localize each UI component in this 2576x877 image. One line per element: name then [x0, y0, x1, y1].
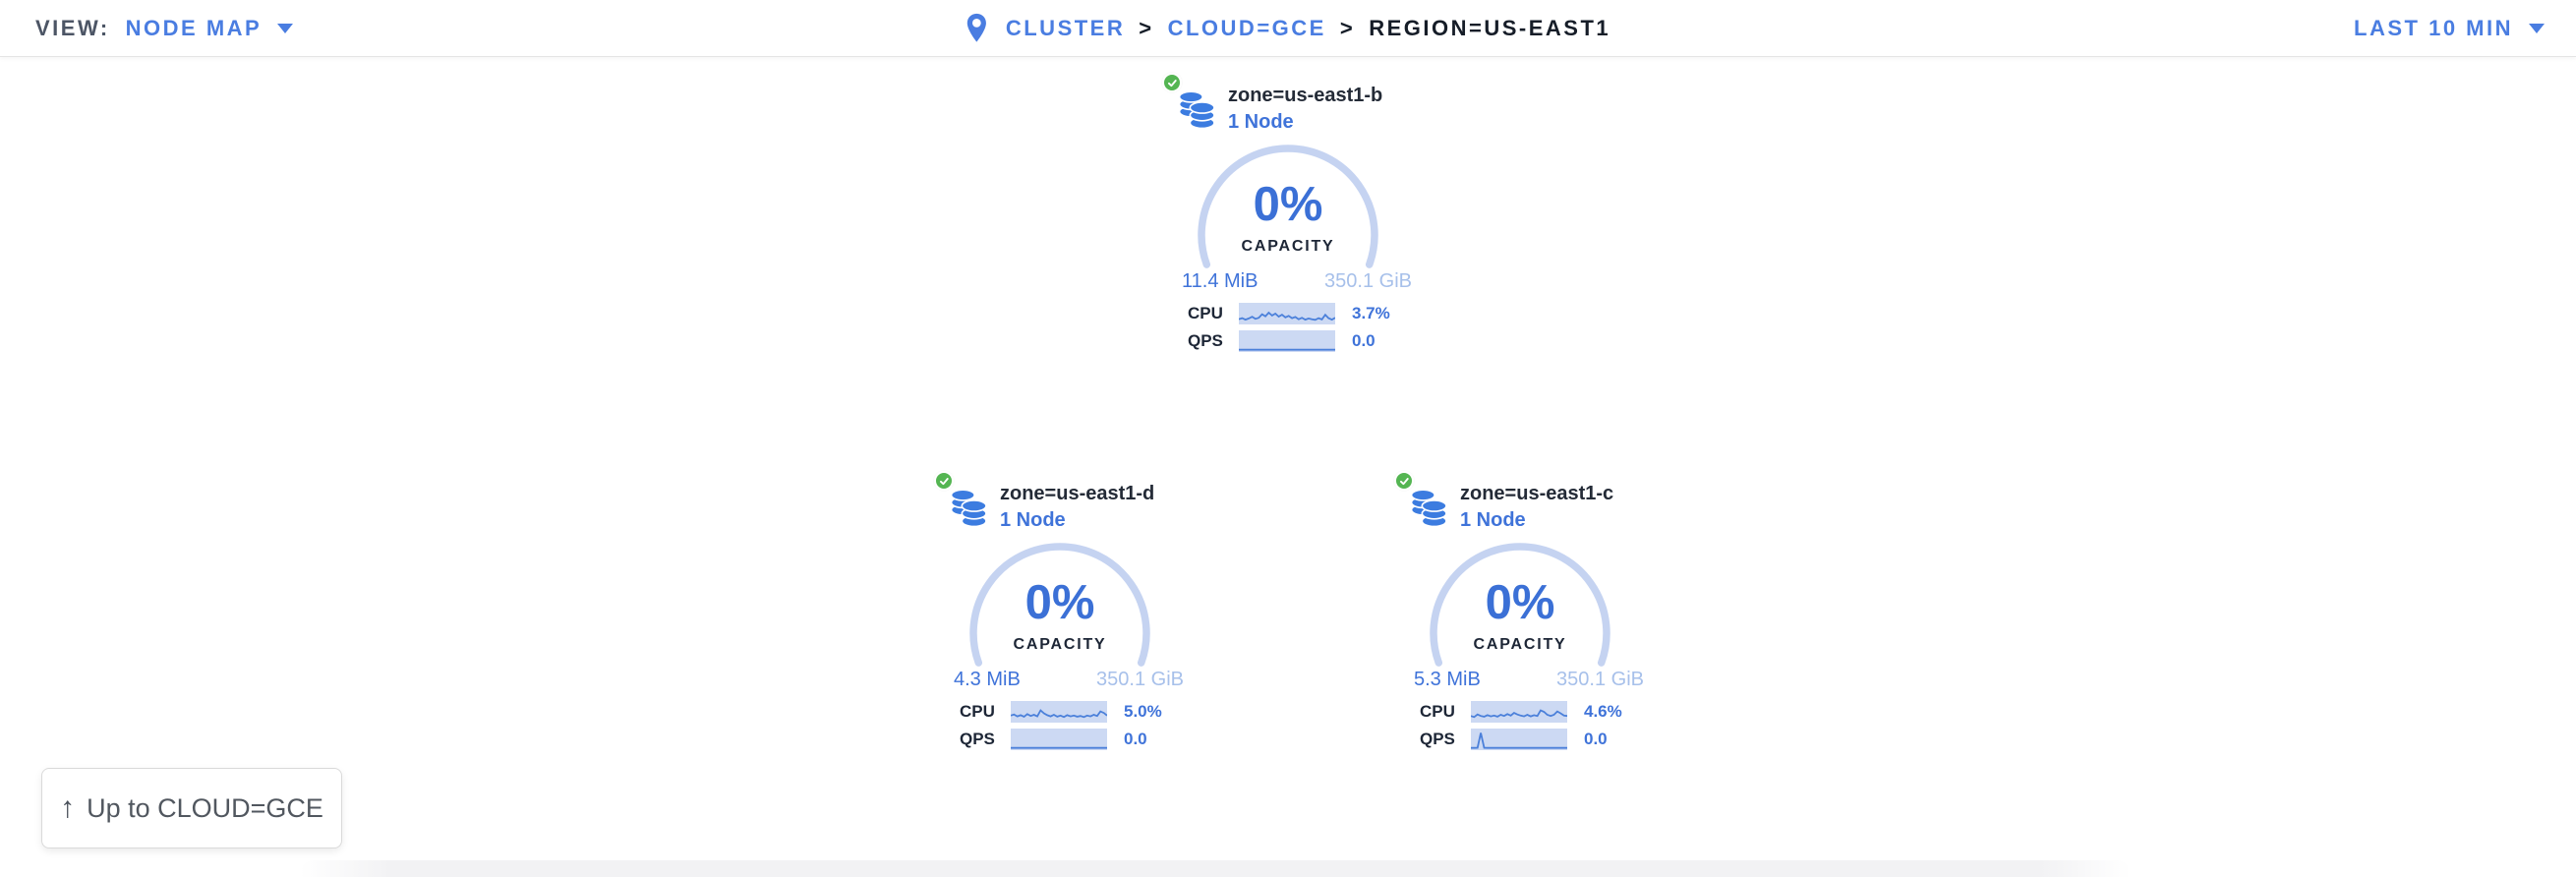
qps-row: QPS 0.0 — [1188, 330, 1376, 352]
cpu-row: CPU 3.7% — [1188, 303, 1390, 324]
cpu-label: CPU — [960, 702, 995, 721]
cpu-row: CPU 5.0% — [960, 701, 1162, 723]
breadcrumb-link-cluster[interactable]: CLUSTER — [1005, 15, 1126, 40]
capacity-label: CAPACITY — [1241, 238, 1335, 255]
qps-sparkline — [1471, 729, 1567, 750]
zone-node-count: 1 Node — [1228, 111, 1294, 133]
zone-card-us-east1-b[interactable]: zone=us-east1-b 1 Node 0% CAPACITY 11.4 … — [1160, 59, 1416, 356]
zone-card-us-east1-c[interactable]: zone=us-east1-c 1 Node 0% CAPACITY 5.3 M… — [1392, 457, 1648, 754]
cpu-value: 4.6% — [1584, 702, 1622, 721]
cpu-value: 3.7% — [1352, 304, 1390, 322]
cpu-sparkline — [1011, 701, 1107, 723]
time-range-label: LAST 10 MIN — [2354, 15, 2513, 40]
qps-label: QPS — [1188, 331, 1223, 350]
capacity-label: CAPACITY — [1013, 636, 1107, 653]
zone-title: zone=us-east1-d — [1000, 483, 1155, 504]
database-icon — [950, 489, 987, 528]
qps-sparkline — [1239, 330, 1335, 352]
database-icon — [1178, 90, 1215, 130]
capacity-used: 5.3 MiB — [1414, 669, 1481, 690]
status-ok-icon — [1394, 471, 1414, 491]
capacity-range: 4.3 MiB 350.1 GiB — [954, 669, 1184, 691]
status-ok-icon — [934, 471, 954, 491]
cpu-label: CPU — [1188, 304, 1223, 322]
cpu-value: 5.0% — [1124, 702, 1162, 721]
capacity-total: 350.1 GiB — [1096, 669, 1184, 690]
capacity-range: 5.3 MiB 350.1 GiB — [1414, 669, 1644, 691]
zone-title: zone=us-east1-b — [1228, 85, 1383, 106]
up-button-label: Up to CLOUD=GCE — [87, 792, 323, 823]
zone-card-us-east1-d[interactable]: zone=us-east1-d 1 Node 0% CAPACITY 4.3 M… — [932, 457, 1188, 754]
up-arrow-icon: ↑ — [60, 791, 76, 824]
capacity-percent: 0% — [1253, 178, 1323, 231]
qps-sparkline — [1011, 729, 1107, 750]
breadcrumb-separator: > — [1339, 15, 1356, 40]
view-dropdown[interactable]: VIEW: NODE MAP — [35, 0, 294, 56]
breadcrumb-separator: > — [1139, 15, 1154, 40]
qps-row: QPS 0.0 — [960, 729, 1147, 750]
capacity-used: 11.4 MiB — [1182, 270, 1259, 292]
zone-node-count: 1 Node — [1460, 509, 1526, 531]
view-value: NODE MAP — [125, 15, 263, 40]
chevron-down-icon — [277, 23, 294, 33]
capacity-label: CAPACITY — [1473, 636, 1567, 653]
chevron-down-icon — [2529, 23, 2545, 33]
location-pin-icon — [966, 13, 986, 42]
cpu-label: CPU — [1420, 702, 1455, 721]
qps-label: QPS — [960, 730, 995, 748]
cpu-row: CPU 4.6% — [1420, 701, 1622, 723]
breadcrumb: CLUSTER > CLOUD=GCE > REGION=US-EAST1 — [966, 0, 1610, 56]
top-bar: VIEW: NODE MAP CLUSTER > CLOUD=GCE > REG… — [0, 0, 2576, 57]
capacity-gauge-arc — [969, 543, 1150, 667]
up-to-parent-button[interactable]: ↑ Up to CLOUD=GCE — [41, 768, 342, 848]
capacity-gauge-arc — [1430, 543, 1610, 667]
view-label: VIEW: — [35, 15, 110, 40]
cpu-sparkline — [1239, 303, 1335, 324]
qps-label: QPS — [1420, 730, 1455, 748]
capacity-total: 350.1 GiB — [1556, 669, 1644, 690]
breadcrumb-link-cloud-gce[interactable]: CLOUD=GCE — [1167, 15, 1326, 40]
zone-node-count: 1 Node — [1000, 509, 1066, 531]
qps-value: 0.0 — [1124, 730, 1147, 748]
qps-row: QPS 0.0 — [1420, 729, 1608, 750]
capacity-gauge-arc — [1198, 145, 1378, 268]
capacity-percent: 0% — [1485, 576, 1555, 629]
status-ok-icon — [1162, 73, 1182, 92]
time-range-dropdown[interactable]: LAST 10 MIN — [2354, 0, 2545, 56]
bottom-table-edge — [300, 860, 2131, 877]
breadcrumb-current-region: REGION=US-EAST1 — [1369, 15, 1611, 40]
qps-value: 0.0 — [1584, 730, 1608, 748]
zone-title: zone=us-east1-c — [1460, 483, 1614, 504]
capacity-total: 350.1 GiB — [1324, 270, 1412, 292]
capacity-percent: 0% — [1025, 576, 1095, 629]
capacity-used: 4.3 MiB — [954, 669, 1021, 690]
capacity-range: 11.4 MiB 350.1 GiB — [1182, 270, 1412, 293]
database-icon — [1410, 489, 1447, 528]
cpu-sparkline — [1471, 701, 1567, 723]
qps-value: 0.0 — [1352, 331, 1376, 350]
